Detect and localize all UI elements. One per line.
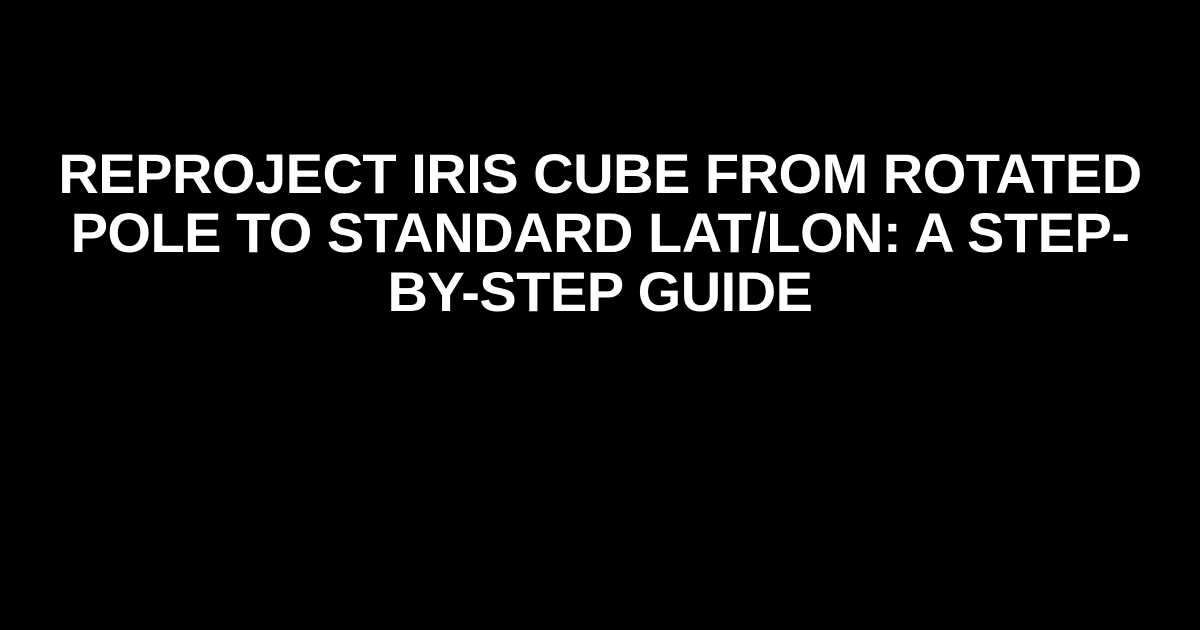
- page-title: Reproject IRIS Cube from Rotated Pole to…: [50, 145, 1150, 321]
